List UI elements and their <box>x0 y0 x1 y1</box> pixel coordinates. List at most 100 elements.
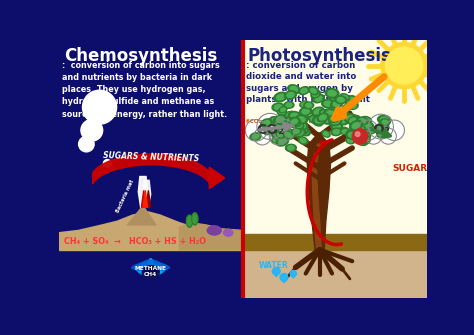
Ellipse shape <box>360 134 370 142</box>
Ellipse shape <box>330 104 338 110</box>
Polygon shape <box>280 277 288 283</box>
Polygon shape <box>273 271 280 277</box>
Ellipse shape <box>364 134 369 138</box>
Ellipse shape <box>293 129 305 137</box>
Ellipse shape <box>313 119 323 126</box>
Ellipse shape <box>298 137 308 144</box>
Ellipse shape <box>158 263 170 268</box>
Ellipse shape <box>136 265 153 270</box>
Ellipse shape <box>318 115 326 121</box>
Ellipse shape <box>359 127 364 131</box>
Ellipse shape <box>287 92 294 97</box>
Ellipse shape <box>299 128 306 133</box>
Ellipse shape <box>330 117 337 121</box>
Ellipse shape <box>288 112 301 120</box>
Ellipse shape <box>300 138 306 143</box>
Polygon shape <box>209 167 225 189</box>
Ellipse shape <box>379 125 386 130</box>
Ellipse shape <box>273 135 282 142</box>
Ellipse shape <box>344 106 350 110</box>
Ellipse shape <box>339 110 349 117</box>
Ellipse shape <box>348 132 356 138</box>
Ellipse shape <box>149 261 161 274</box>
Ellipse shape <box>361 137 367 142</box>
Circle shape <box>380 128 396 144</box>
Ellipse shape <box>272 131 283 139</box>
Ellipse shape <box>352 123 360 129</box>
Ellipse shape <box>329 110 334 114</box>
Ellipse shape <box>300 101 309 107</box>
Ellipse shape <box>332 105 337 109</box>
Ellipse shape <box>301 102 307 106</box>
Ellipse shape <box>350 118 356 123</box>
Bar <box>243 234 427 250</box>
Ellipse shape <box>358 139 365 144</box>
Ellipse shape <box>192 213 198 225</box>
Ellipse shape <box>333 130 340 134</box>
Circle shape <box>82 90 117 124</box>
Circle shape <box>257 113 283 140</box>
Ellipse shape <box>290 86 298 92</box>
Ellipse shape <box>284 91 297 99</box>
Ellipse shape <box>309 116 319 124</box>
Ellipse shape <box>298 115 306 121</box>
Ellipse shape <box>142 266 159 278</box>
Ellipse shape <box>138 261 146 271</box>
Circle shape <box>290 270 296 277</box>
Ellipse shape <box>285 144 296 151</box>
Circle shape <box>269 128 286 145</box>
Ellipse shape <box>378 115 391 124</box>
Ellipse shape <box>277 115 286 121</box>
Ellipse shape <box>334 110 344 117</box>
Text: CO₂: CO₂ <box>256 123 284 137</box>
Ellipse shape <box>293 129 299 134</box>
Circle shape <box>365 128 382 144</box>
Ellipse shape <box>291 128 301 135</box>
Ellipse shape <box>349 115 361 123</box>
Ellipse shape <box>361 117 372 124</box>
Ellipse shape <box>291 119 298 124</box>
Ellipse shape <box>362 136 368 141</box>
Ellipse shape <box>319 110 330 117</box>
Ellipse shape <box>322 131 330 137</box>
Ellipse shape <box>349 121 363 131</box>
Ellipse shape <box>346 138 355 144</box>
Ellipse shape <box>367 127 376 134</box>
Ellipse shape <box>347 97 354 103</box>
Ellipse shape <box>276 137 289 146</box>
Text: SUGAR: SUGAR <box>392 164 428 173</box>
Ellipse shape <box>299 124 305 129</box>
Ellipse shape <box>361 121 374 130</box>
Polygon shape <box>143 190 147 207</box>
Ellipse shape <box>284 129 294 135</box>
Ellipse shape <box>328 91 334 95</box>
Polygon shape <box>307 133 330 250</box>
Ellipse shape <box>287 118 295 123</box>
Circle shape <box>79 136 94 152</box>
Ellipse shape <box>151 260 155 272</box>
Ellipse shape <box>312 115 323 123</box>
Ellipse shape <box>272 118 278 123</box>
Ellipse shape <box>382 120 388 124</box>
Ellipse shape <box>265 130 271 133</box>
Ellipse shape <box>300 108 312 116</box>
Ellipse shape <box>315 96 322 101</box>
Ellipse shape <box>325 89 339 98</box>
Ellipse shape <box>339 118 346 123</box>
Circle shape <box>384 120 404 140</box>
Ellipse shape <box>157 262 167 270</box>
Ellipse shape <box>279 116 284 120</box>
Ellipse shape <box>336 111 342 115</box>
Ellipse shape <box>346 116 355 121</box>
Ellipse shape <box>295 123 304 129</box>
Ellipse shape <box>315 118 323 123</box>
Bar <box>243 250 427 298</box>
Ellipse shape <box>380 119 390 125</box>
Polygon shape <box>312 144 321 250</box>
Polygon shape <box>141 190 146 207</box>
Ellipse shape <box>362 133 371 139</box>
Ellipse shape <box>297 128 302 132</box>
Ellipse shape <box>279 139 286 144</box>
Ellipse shape <box>273 138 279 142</box>
Ellipse shape <box>346 131 358 139</box>
